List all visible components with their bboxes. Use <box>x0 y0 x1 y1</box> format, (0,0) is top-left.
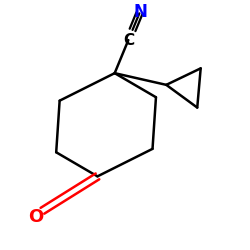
Text: N: N <box>134 3 148 21</box>
Text: O: O <box>28 208 43 226</box>
Text: C: C <box>124 33 134 48</box>
